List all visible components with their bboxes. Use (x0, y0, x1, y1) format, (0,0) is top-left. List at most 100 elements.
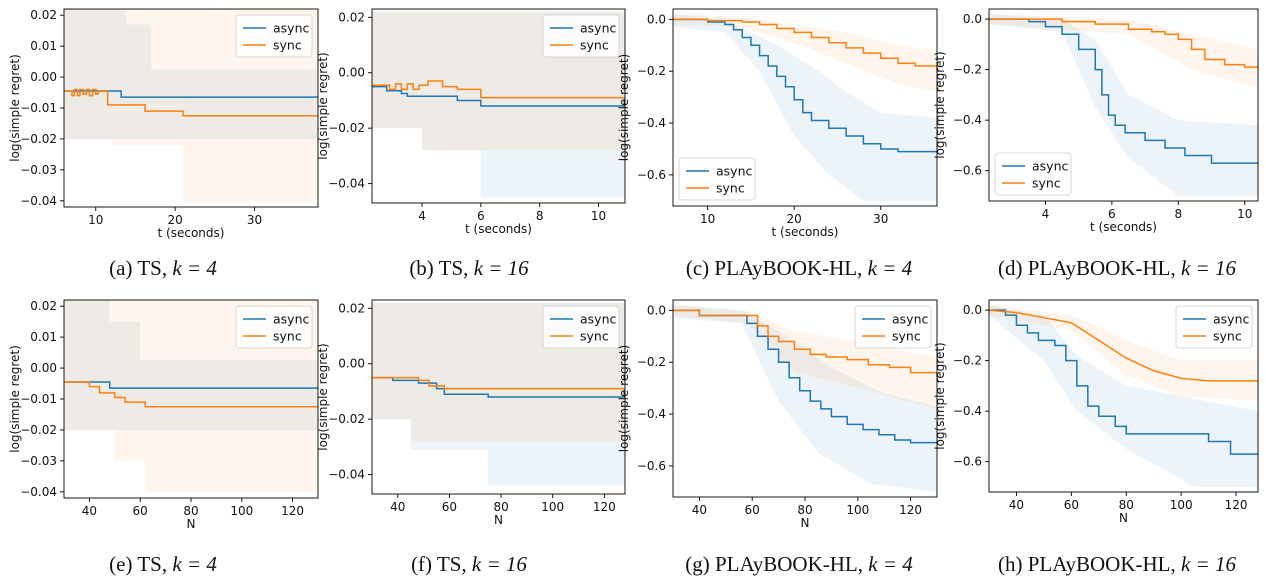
y-tick-label: −0.4 (637, 116, 666, 130)
y-tick-label: −0.2 (637, 355, 666, 369)
subplot-caption: (c) PLAyBOOK-HL, k = 4 (686, 256, 913, 280)
y-tick-label: −0.2 (953, 354, 982, 368)
y-tick-label: −0.03 (20, 163, 57, 177)
band-sync (989, 14, 1258, 87)
caption-text: (g) PLAyBOOK-HL, (685, 552, 868, 576)
y-tick-label: −0.4 (953, 113, 982, 127)
y-axis-label: log(simple regret) (933, 51, 947, 159)
y-axis-label: log(simple regret) (617, 54, 631, 162)
legend-label-sync: sync (580, 38, 609, 53)
y-tick-label: −0.02 (328, 412, 365, 426)
subplot-g: 0.0−0.2−0.4−0.640 60 80 100 120Nlog(simple r… (617, 300, 937, 576)
caption-math: k = 4 (868, 256, 913, 280)
x-tick-label: 100 (846, 503, 869, 517)
x-tick-label: 20 (167, 213, 182, 227)
caption-math: k = 16 (1181, 552, 1236, 576)
legend-label-sync: sync (273, 38, 302, 53)
y-tick-label: 0.02 (338, 10, 365, 24)
y-axis-label: log(simple regret) (933, 342, 947, 450)
y-tick-label: 0.02 (30, 8, 57, 22)
legend: async sync (855, 306, 931, 348)
legend-label-sync: sync (716, 181, 745, 196)
caption-text: (c) PLAyBOOK-HL, (686, 256, 868, 280)
x-axis-label: N (1119, 511, 1128, 525)
x-tick-label: 10 (1237, 207, 1252, 221)
y-tick-label: 0.0 (647, 303, 666, 317)
x-tick-label: 40 (692, 503, 707, 517)
y-tick-label: −0.03 (20, 454, 57, 468)
y-tick-label: −0.01 (20, 392, 57, 406)
x-tick-label: 4 (1042, 207, 1050, 221)
y-tick-label: −0.02 (328, 121, 365, 135)
x-tick-label: 60 (133, 504, 148, 518)
subplot-caption: (d) PLAyBOOK-HL, k = 16 (998, 256, 1236, 280)
y-tick-label: −0.6 (637, 168, 666, 182)
y-tick-label: −0.04 (328, 177, 365, 191)
y-tick-label: 0.0 (963, 12, 982, 26)
y-tick-label: −0.04 (20, 485, 57, 499)
subplot-f: 0.020.00−0.02−0.0440 60 80 100 120Nlog(simpl… (316, 300, 625, 576)
legend-label-async: async (716, 164, 752, 179)
x-tick-label: 10 (700, 212, 715, 226)
y-tick-label: −0.6 (953, 164, 982, 178)
subplot-a: 0.020.010.00−0.01−0.02−0.03−0.0410 20 30t … (8, 8, 318, 280)
x-tick-label: 6 (477, 209, 485, 223)
caption-text: (f) TS, (411, 552, 472, 576)
x-tick-label: 20 (787, 212, 802, 226)
caption-text: (b) TS, (409, 256, 473, 280)
legend: async sync (995, 153, 1071, 195)
x-tick-label: 40 (82, 504, 97, 518)
legend: async sync (543, 306, 619, 348)
caption-math: k = 4 (868, 552, 913, 576)
y-tick-label: 0.00 (338, 357, 365, 371)
x-axis-label: N (494, 513, 503, 527)
x-axis-label: t (seconds) (772, 225, 839, 239)
caption-math: k = 16 (1181, 256, 1236, 280)
caption-text: (e) TS, (109, 552, 172, 576)
caption-text: (d) PLAyBOOK-HL, (998, 256, 1181, 280)
x-tick-label: 8 (1174, 207, 1182, 221)
legend-label-async: async (1032, 159, 1068, 174)
x-tick-label: 100 (541, 500, 564, 514)
y-tick-label: −0.02 (20, 423, 57, 437)
legend-label-async: async (580, 21, 616, 36)
y-tick-label: −0.2 (953, 63, 982, 77)
x-tick-label: 30 (247, 213, 262, 227)
y-tick-label: −0.4 (637, 407, 666, 421)
y-tick-label: 0.0 (647, 12, 666, 26)
x-tick-label: 120 (899, 503, 922, 517)
x-tick-label: 120 (1225, 498, 1248, 512)
legend-label-sync: sync (1213, 329, 1242, 344)
legend: async sync (679, 158, 755, 200)
subplot-caption: (f) TS, k = 16 (411, 552, 527, 576)
x-tick-label: 10 (88, 213, 103, 227)
subplot-caption: (e) TS, k = 4 (109, 552, 217, 576)
caption-math: k = 16 (474, 256, 529, 280)
legend-label-async: async (892, 312, 928, 327)
caption-text: (h) PLAyBOOK-HL, (998, 552, 1181, 576)
legend-label-async: async (580, 312, 616, 327)
x-tick-label: 80 (1119, 498, 1134, 512)
x-tick-label: 40 (390, 500, 405, 514)
y-axis-label: log(simple regret) (316, 343, 330, 451)
x-tick-label: 60 (1064, 498, 1079, 512)
subplot-caption: (g) PLAyBOOK-HL, k = 4 (685, 552, 913, 576)
legend: async sync (543, 15, 619, 57)
x-tick-label: 60 (745, 503, 760, 517)
x-tick-label: 100 (1170, 498, 1193, 512)
caption-math: k = 4 (172, 256, 217, 280)
x-axis-label: N (187, 517, 196, 531)
legend: async sync (1176, 306, 1252, 348)
x-tick-label: 80 (183, 504, 198, 518)
x-tick-label: 10 (591, 209, 606, 223)
caption-math: k = 4 (172, 552, 217, 576)
y-tick-label: −0.6 (953, 455, 982, 469)
x-axis-label: t (seconds) (465, 222, 532, 236)
x-tick-label: 4 (418, 209, 426, 223)
y-tick-label: 0.0 (963, 303, 982, 317)
legend-label-sync: sync (580, 329, 609, 344)
x-axis-label: t (seconds) (158, 226, 225, 240)
y-tick-label: −0.6 (637, 459, 666, 473)
